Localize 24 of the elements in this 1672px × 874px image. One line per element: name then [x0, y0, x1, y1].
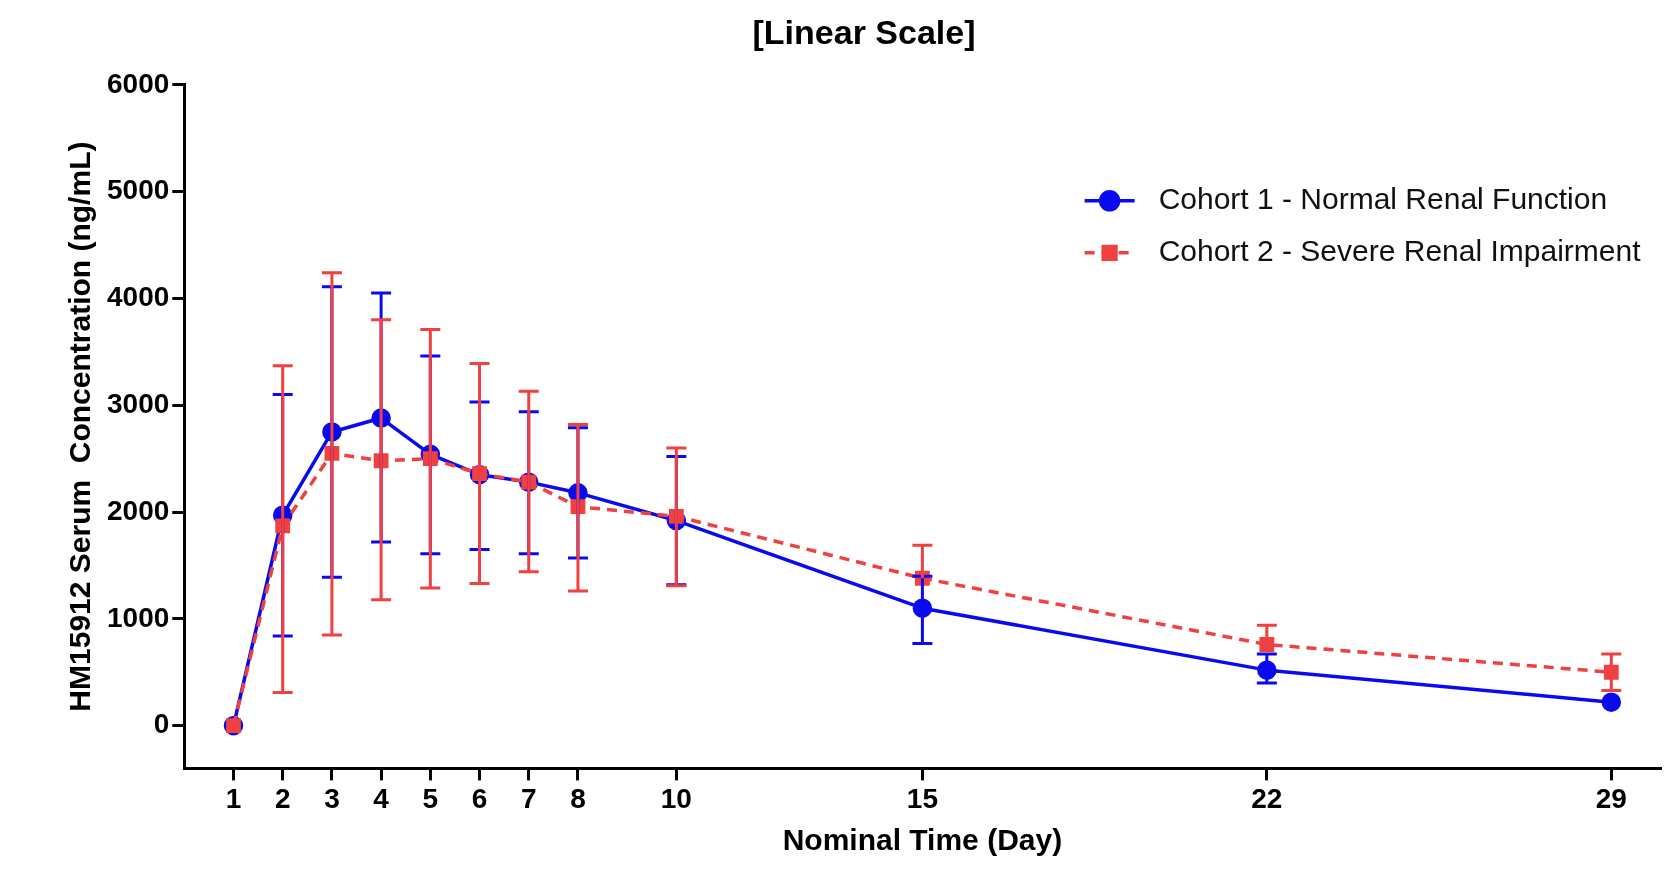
legend-label: Cohort 1 - Normal Renal Function: [1158, 182, 1608, 216]
y-tick-label: 6000: [106, 67, 170, 99]
x-tick-label: 8: [570, 782, 586, 814]
x-tick-label: 6: [471, 782, 488, 814]
x-tick-label: 5: [422, 782, 439, 814]
y-tick-label: 5000: [106, 174, 170, 206]
x-tick-label: 2: [274, 782, 291, 814]
y-tick-label: 3000: [106, 387, 170, 419]
x-tick-label: 1: [225, 782, 242, 814]
y-tick-label: 0: [153, 708, 170, 740]
x-tick-label: 22: [1251, 782, 1283, 814]
x-tick-label: 3: [324, 782, 340, 814]
x-tick-label: 29: [1595, 782, 1627, 814]
x-axis-title: Nominal Time (Day): [782, 823, 1063, 857]
y-tick-label: 2000: [106, 494, 170, 526]
legend-label: Cohort 2 - Severe Renal Impairment: [1158, 234, 1642, 268]
x-tick-label: 10: [660, 782, 692, 814]
chart-title: [Linear Scale]: [752, 12, 976, 51]
x-tick-label: 4: [373, 782, 390, 814]
y-tick-label: 1000: [106, 601, 170, 633]
y-tick-label: 4000: [106, 281, 170, 313]
x-tick-label: 7: [520, 782, 537, 814]
x-tick-label: 15: [906, 782, 938, 814]
y-axis-title: HM15912 Serum Concentration (ng/mL): [63, 141, 97, 712]
